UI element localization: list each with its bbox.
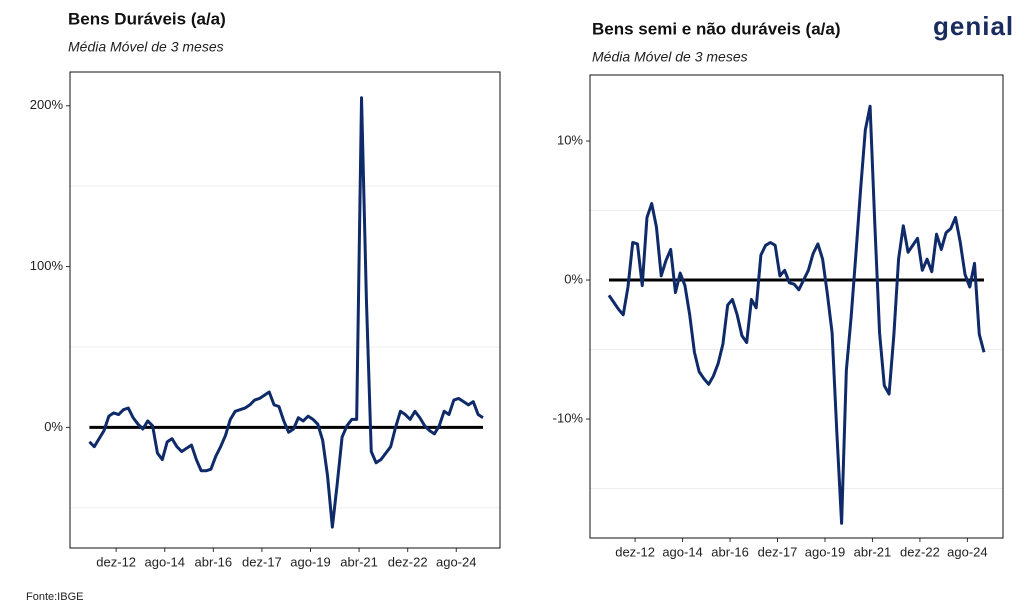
y-tick-label: -10%: [553, 410, 584, 425]
y-tick-label: 100%: [30, 258, 64, 273]
x-tick-label: ago-19: [805, 544, 845, 559]
x-tick-label: ago-19: [290, 554, 330, 569]
x-tick-label: dez-12: [96, 554, 136, 569]
x-tick-label: ago-24: [947, 544, 987, 559]
x-tick-label: dez-17: [242, 554, 282, 569]
x-tick-label: abr-16: [711, 544, 749, 559]
chart-subtitle: Média Móvel de 3 meses: [592, 49, 748, 65]
x-tick-label: abr-16: [195, 554, 233, 569]
y-tick-label: 0%: [564, 271, 583, 286]
x-tick-label: dez-22: [388, 554, 428, 569]
chart-title: Bens Duráveis (a/a): [68, 9, 226, 28]
x-tick-label: dez-12: [615, 544, 655, 559]
x-tick-label: dez-17: [758, 544, 798, 559]
x-tick-label: ago-14: [145, 554, 185, 569]
chart-subtitle: Média Móvel de 3 meses: [68, 39, 224, 55]
plot-frame: [589, 74, 1004, 539]
data-line: [88, 96, 484, 529]
logo: genial: [933, 11, 1014, 41]
y-tick-label: 10%: [557, 132, 583, 147]
data-line: [607, 104, 986, 525]
x-tick-label: ago-24: [436, 554, 476, 569]
y-tick-label: 200%: [30, 97, 64, 112]
source: Fonte:IBGE: [26, 591, 83, 603]
chart-title: Bens semi e não duráveis (a/a): [592, 19, 841, 38]
plot-frame: [69, 71, 501, 549]
y-tick-label: 0%: [44, 419, 63, 434]
x-tick-label: dez-22: [900, 544, 940, 559]
x-tick-label: abr-21: [854, 544, 892, 559]
x-tick-label: ago-14: [662, 544, 702, 559]
x-tick-label: abr-21: [340, 554, 378, 569]
